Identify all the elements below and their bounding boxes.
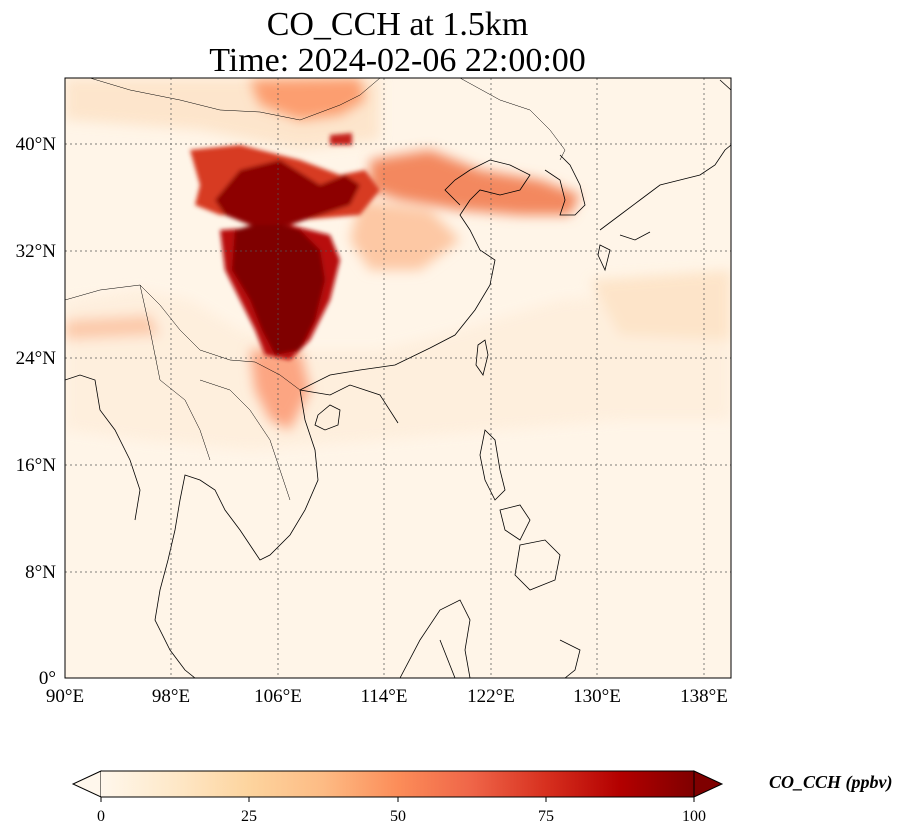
china-coastline	[299, 159, 531, 678]
laos-vietnam-border	[199, 379, 291, 501]
lat-tick-label: 0°	[39, 668, 56, 689]
lon-tick-label: 90°E	[46, 686, 84, 707]
map-frame	[64, 77, 732, 679]
myanmar-laos-border	[139, 284, 211, 461]
colorbar-ticks	[100, 797, 695, 802]
coastlines	[65, 79, 731, 678]
myanmar-coastline	[65, 374, 141, 521]
lon-tick-label: 98°E	[152, 686, 190, 707]
colorbar-min-extend	[71, 770, 102, 798]
colorbar-tick-label: 75	[538, 808, 554, 825]
pacific-plume	[590, 270, 731, 340]
north-china-korea-plume	[370, 150, 580, 215]
lat-tick-label: 40°N	[16, 134, 57, 155]
lat-tick-label: 16°N	[16, 455, 57, 476]
north-plume	[250, 78, 365, 120]
map-title-line-1: CO_CCH at 1.5km	[266, 6, 529, 43]
indochina-coastline	[154, 389, 319, 678]
colorbar: 0 25 50 75 100 CO_CCH (ppbv)	[71, 770, 893, 825]
lon-tick-labels: 90°E 98°E 106°E 114°E 122°E 130°E 138°E	[46, 686, 728, 707]
lat-tick-label: 8°N	[25, 562, 56, 583]
tibet-plume	[65, 315, 160, 340]
colorbar-label: CO_CCH (ppbv)	[769, 772, 893, 793]
northeast-border	[459, 78, 566, 161]
sichuan-core	[232, 220, 325, 355]
colorbar-tick-label: 25	[241, 808, 257, 825]
china-south-border	[65, 284, 301, 391]
gridlines	[65, 78, 731, 678]
colorbar-gradient	[101, 771, 694, 797]
lat-tick-labels: 0° 8°N 16°N 24°N 32°N 40°N	[16, 134, 57, 689]
vietnam-plume	[250, 350, 310, 430]
haze-region	[65, 290, 731, 450]
sulawesi-coastline	[559, 639, 581, 678]
korea-coastline	[544, 154, 586, 216]
hainan-coastline	[314, 404, 341, 431]
colorbar-tick-label: 50	[390, 808, 406, 825]
lon-tick-label: 106°E	[254, 686, 302, 707]
lat-tick-label: 32°N	[16, 241, 57, 262]
country-borders	[65, 78, 566, 501]
central-china-moderate	[350, 200, 460, 270]
philippines-coastline	[479, 429, 561, 591]
colorbar-max-extend	[693, 770, 724, 798]
lon-tick-label: 138°E	[680, 686, 728, 707]
borneo-coastline	[399, 599, 471, 678]
lon-tick-label: 130°E	[573, 686, 621, 707]
concentration-field	[65, 78, 731, 450]
taiwan-coastline	[475, 339, 489, 376]
shaanxi-core	[215, 160, 360, 225]
inner-mongolia-hotspot	[330, 133, 352, 145]
lon-tick-label: 122°E	[467, 686, 515, 707]
mongolia-border	[89, 78, 381, 121]
colorbar-tick-label: 0	[97, 808, 105, 825]
colorbar-tick-label: 100	[682, 808, 706, 825]
map-title-line-2: Time: 2024-02-06 22:00:00	[209, 42, 586, 79]
lon-tick-label: 114°E	[361, 686, 408, 707]
lat-tick-label: 24°N	[16, 348, 57, 369]
japan-coastline	[597, 79, 731, 272]
